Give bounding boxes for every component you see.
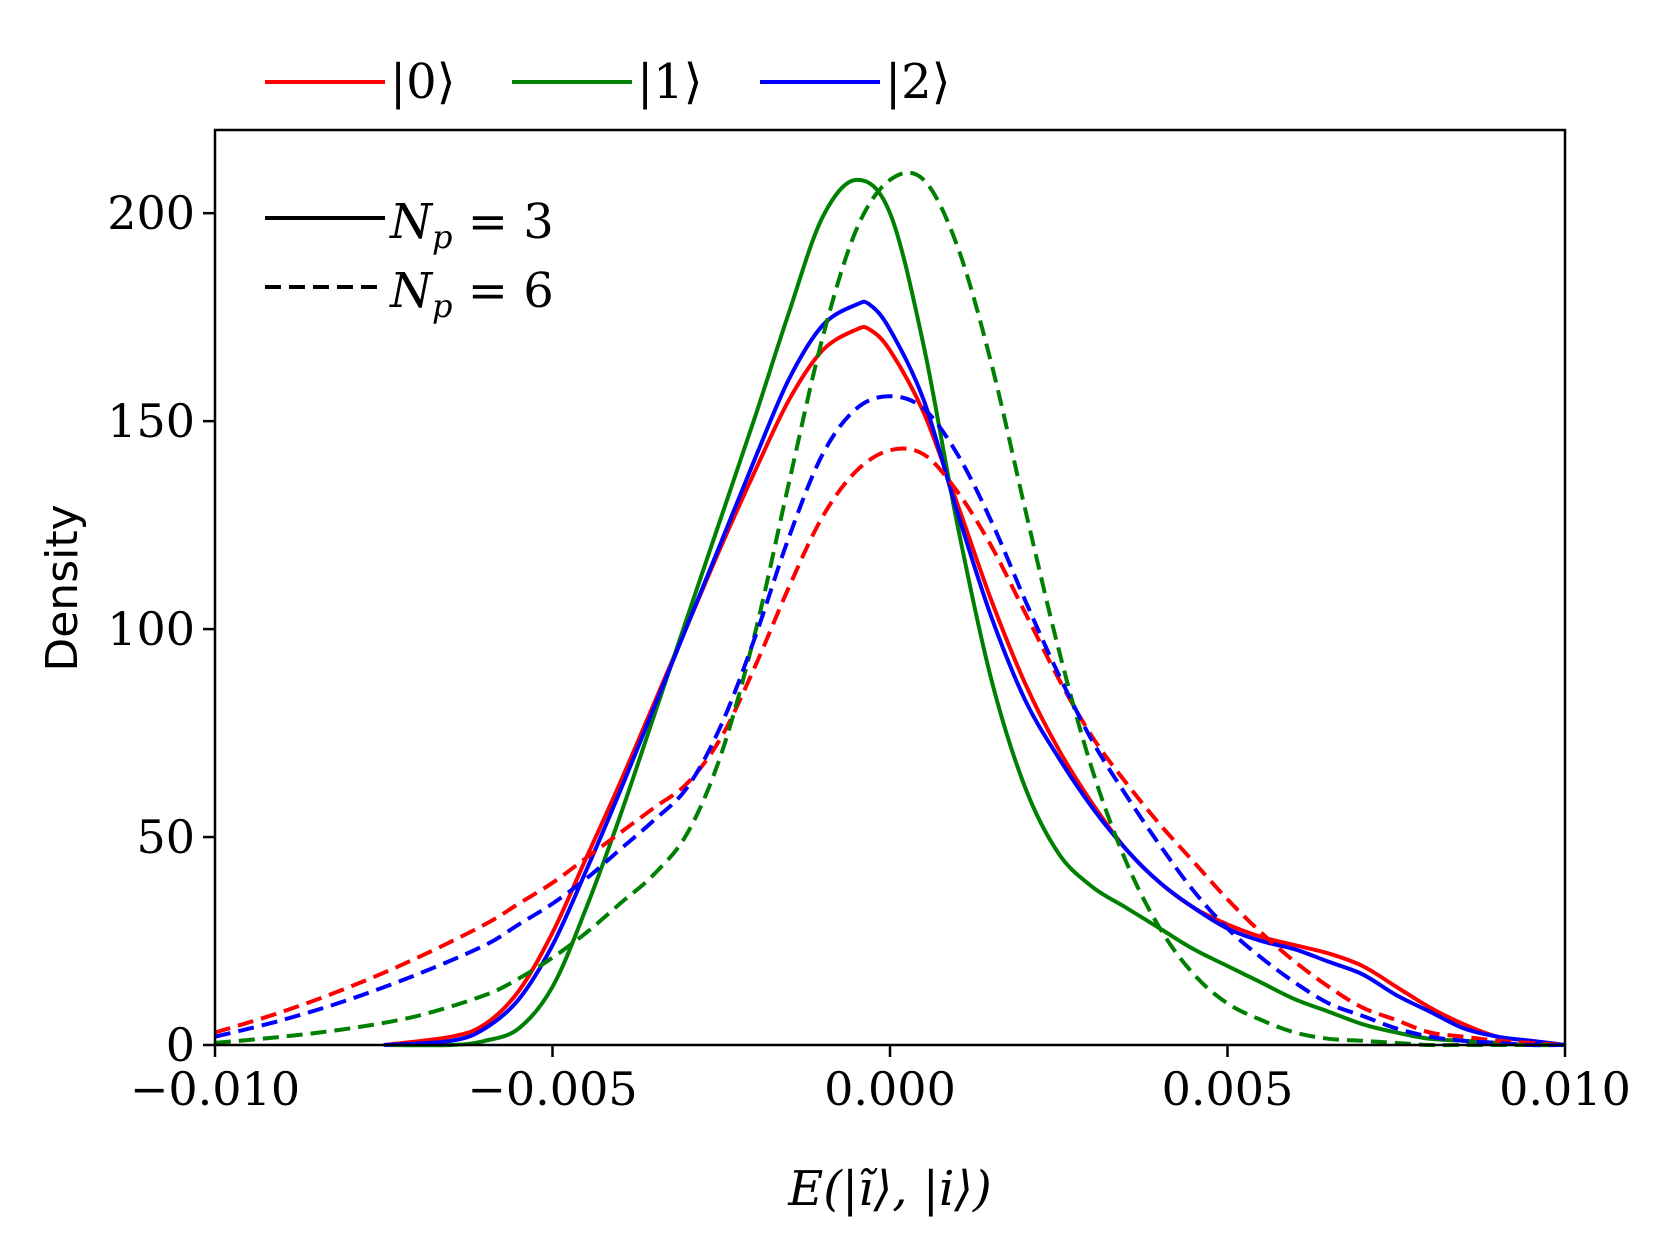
series-line-5 <box>214 394 1566 1048</box>
legend-np6-eq: = 6 <box>452 263 553 319</box>
x-axis-label: E(|ĩ⟩, |i⟩) <box>787 1161 992 1217</box>
series-line-2 <box>383 299 1566 1047</box>
y-tick-label: 200 <box>107 186 195 240</box>
series-line-1 <box>383 177 1566 1048</box>
legend-np3-var: N <box>389 194 434 250</box>
legend-np3-sub: p <box>432 218 452 256</box>
state-legend: |0⟩ |1⟩ |2⟩ <box>265 54 950 110</box>
legend-label-np6: Np = 6 <box>389 263 554 325</box>
series-layer <box>214 170 1566 1048</box>
y-tick-label: 50 <box>136 810 195 864</box>
legend-np3-eq: = 3 <box>452 194 553 250</box>
legend-label-state-1: |1⟩ <box>637 54 702 110</box>
legend-label-state-0: |0⟩ <box>390 54 455 110</box>
series-line-0 <box>383 325 1566 1047</box>
y-tick-label: 100 <box>107 602 195 656</box>
x-tick-label: −0.005 <box>467 1062 637 1116</box>
legend-np6-sub: p <box>432 287 452 325</box>
series-line-4 <box>214 170 1565 1048</box>
legend-np6-var: N <box>389 263 434 319</box>
x-tick-label: 0.010 <box>1499 1062 1631 1116</box>
y-tick-label: 150 <box>107 394 195 448</box>
y-axis-label: Density <box>37 504 88 671</box>
style-legend: Np = 3 Np = 6 <box>265 194 554 325</box>
series-line-3 <box>214 446 1566 1047</box>
x-tick-label: 0.000 <box>824 1062 956 1116</box>
x-tick-label: 0.005 <box>1162 1062 1294 1116</box>
y-tick-label: 0 <box>166 1018 195 1072</box>
legend-label-state-2: |2⟩ <box>885 54 950 110</box>
y-axis-ticks: 0 50 100 150 200 <box>107 186 215 1072</box>
legend-label-np3: Np = 3 <box>389 194 554 256</box>
x-axis-ticks: −0.010 −0.005 0.000 0.005 0.010 <box>130 1045 1631 1116</box>
x-tick-label: −0.010 <box>130 1062 300 1116</box>
